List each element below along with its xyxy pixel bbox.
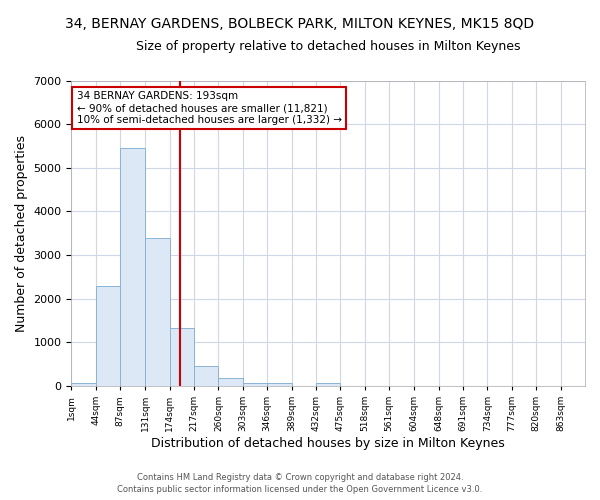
Bar <box>170 328 194 386</box>
Bar <box>218 378 243 386</box>
Bar <box>120 148 145 386</box>
Bar <box>96 286 120 386</box>
Bar <box>267 383 292 386</box>
Y-axis label: Number of detached properties: Number of detached properties <box>15 135 28 332</box>
Text: Contains HM Land Registry data © Crown copyright and database right 2024.
Contai: Contains HM Land Registry data © Crown c… <box>118 473 482 494</box>
Bar <box>145 238 170 386</box>
Text: 34 BERNAY GARDENS: 193sqm
← 90% of detached houses are smaller (11,821)
10% of s: 34 BERNAY GARDENS: 193sqm ← 90% of detac… <box>77 92 341 124</box>
X-axis label: Distribution of detached houses by size in Milton Keynes: Distribution of detached houses by size … <box>151 437 505 450</box>
Text: 34, BERNAY GARDENS, BOLBECK PARK, MILTON KEYNES, MK15 8QD: 34, BERNAY GARDENS, BOLBECK PARK, MILTON… <box>65 18 535 32</box>
Bar <box>71 383 96 386</box>
Title: Size of property relative to detached houses in Milton Keynes: Size of property relative to detached ho… <box>136 40 520 53</box>
Bar <box>316 383 340 386</box>
Bar <box>194 366 218 386</box>
Bar <box>243 382 267 386</box>
